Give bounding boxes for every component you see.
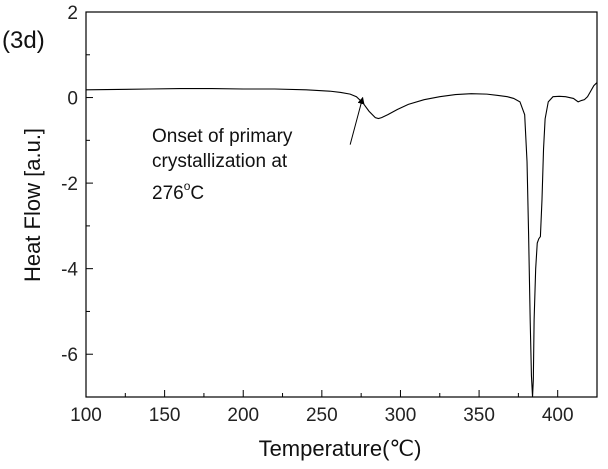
x-tick-label: 400 <box>542 405 574 426</box>
x-axis-label: Temperature <box>259 436 383 461</box>
x-axis-title: Temperature(℃) <box>259 436 422 461</box>
annotation-unit: C <box>190 183 204 204</box>
x-tick-label: 250 <box>306 405 338 426</box>
x-axis-unit: (℃) <box>382 436 421 461</box>
annotation-line-1: Onset of primary <box>152 126 293 147</box>
annotation-temperature-value: 276 <box>152 183 184 204</box>
x-tick-label: 300 <box>385 405 417 426</box>
y-tick-label: 2 <box>67 3 78 24</box>
y-axis: 2 0 -2 -4 -6 <box>61 3 93 398</box>
y-tick-label: 0 <box>67 89 78 110</box>
x-tick-label: 200 <box>227 405 259 426</box>
panel-label: (3d) <box>2 27 45 54</box>
annotation-line-3: 276oC <box>152 179 204 204</box>
y-tick-label: -2 <box>61 174 78 195</box>
x-tick-label: 100 <box>70 405 102 426</box>
y-tick-label: -6 <box>61 345 78 366</box>
y-tick-label: -4 <box>61 260 78 281</box>
annotation-line-2: crystallization at <box>152 151 288 172</box>
x-axis: 100 150 200 250 300 350 400 <box>70 390 574 426</box>
y-axis-title: Heat Flow [a.u.] <box>20 128 45 282</box>
plot-frame <box>85 11 598 398</box>
y-axis-unit: [a.u.] <box>20 128 45 177</box>
x-tick-label: 150 <box>149 405 181 426</box>
x-tick-label: 350 <box>463 405 495 426</box>
heat-flow-curve <box>85 82 598 398</box>
y-axis-label: Heat Flow <box>20 183 45 282</box>
annotation-degree-sign: o <box>184 179 191 193</box>
annotation-arrow <box>349 96 365 145</box>
